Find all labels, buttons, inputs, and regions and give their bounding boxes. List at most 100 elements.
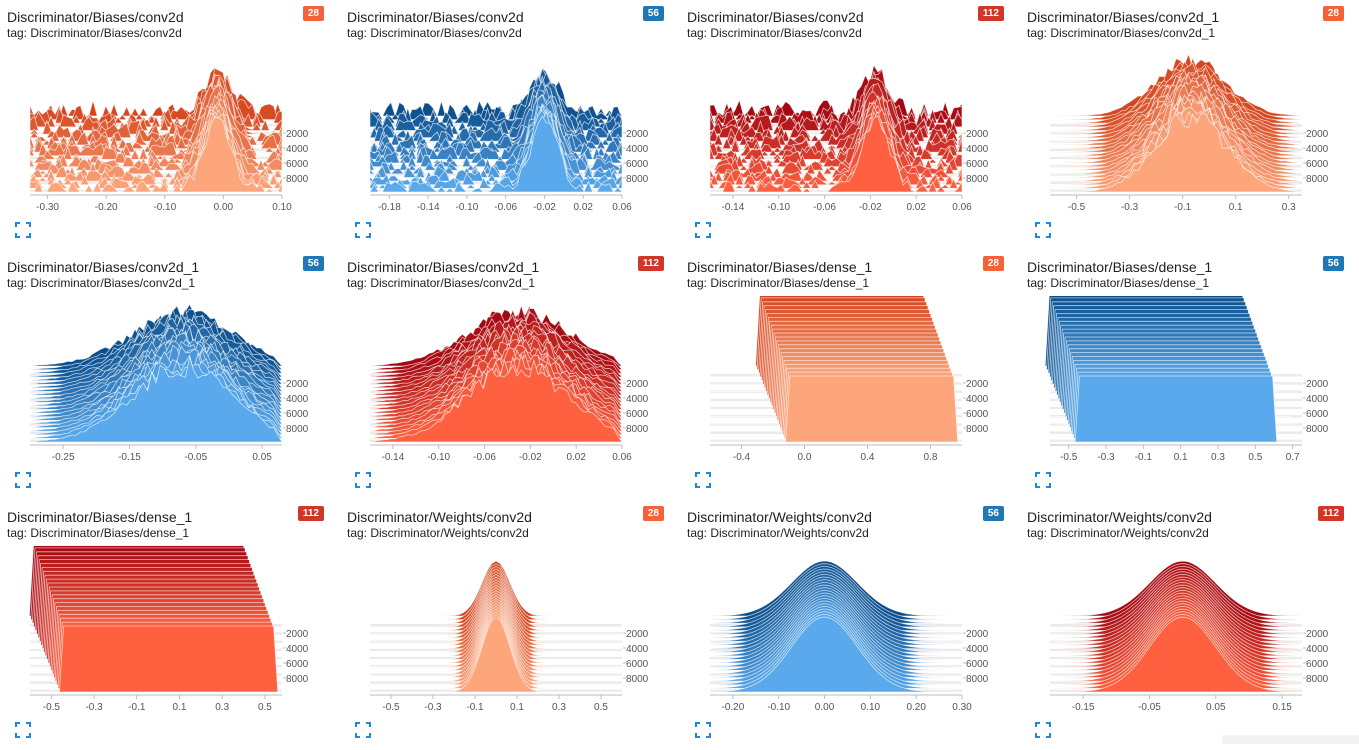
y-tick-label: 2000 [286,379,309,390]
x-tick-label: -0.02 [519,452,542,463]
card-tag: tag: Discriminator/Biases/conv2d_1 [347,276,536,290]
x-tick-label: 0.4 [861,452,875,463]
x-tick-label: 0.00 [815,702,835,713]
card-title: Discriminator/Biases/dense_1 [1027,259,1213,275]
histogram-card: Discriminator/Biases/conv2d_1 tag: Discri… [0,250,340,500]
y-tick-label: 2000 [626,629,649,640]
histogram-chart[interactable]: 2000 4000 6000 8000 -0.14 -0.10 -0.06 -0.02 0.02… [340,296,670,466]
y-tick-label: 6000 [1306,409,1329,420]
fullscreen-icon[interactable] [355,222,371,238]
y-tick-label: 6000 [1306,159,1329,170]
x-tick-label: 0.10 [272,202,292,213]
histogram-chart[interactable]: 2000 4000 6000 8000 -0.15 -0.05 0.05 0.15 [1020,546,1350,716]
x-tick-label: 0.7 [1286,452,1300,463]
x-tick-label: -0.1 [128,702,146,713]
x-tick-label: -0.3 [85,702,103,713]
fullscreen-icon[interactable] [15,222,31,238]
card-title: Discriminator/Biases/conv2d [347,9,524,25]
x-tick-label: -0.30 [36,202,59,213]
y-tick-label: 6000 [286,659,309,670]
run-badge: 28 [642,506,664,521]
x-tick-label: -0.3 [424,702,442,713]
histogram-chart[interactable]: 2000 4000 6000 8000 -0.25 -0.15 -0.05 0.05 [0,296,330,466]
x-tick-label: 0.06 [612,202,632,213]
fullscreen-icon[interactable] [15,472,31,488]
card-tag: tag: Discriminator/Biases/conv2d_1 [1027,26,1216,40]
fullscreen-icon[interactable] [695,472,711,488]
card-title: Discriminator/Biases/conv2d_1 [1027,9,1220,25]
histogram-chart[interactable]: 2000 4000 6000 8000 -0.30 -0.20 -0.10 0.00 0.10 [0,46,330,216]
fullscreen-icon[interactable] [695,722,711,738]
card-tag: tag: Discriminator/Biases/conv2d [687,26,862,40]
histogram-chart[interactable]: 2000 4000 6000 8000 -0.5 -0.3 -0.1 0.1 0.3 0.5 [0,546,330,716]
histogram-chart[interactable]: 2000 4000 6000 8000 -0.5 -0.3 -0.1 0.1 0.3 0.5 [340,546,670,716]
y-tick-label: 6000 [626,409,649,420]
histogram-chart[interactable]: 2000 4000 6000 8000 -0.5 -0.3 -0.1 0.1 0.3 [1020,46,1350,216]
histogram-chart[interactable]: 2000 4000 6000 8000 -0.14 -0.10 -0.06 -0.02 0.02… [680,46,1010,216]
bottom-edge-tab [1222,735,1359,744]
x-tick-label: 0.0 [798,452,812,463]
y-tick-label: 8000 [286,424,309,435]
x-tick-label: -0.15 [118,452,141,463]
card-tag: tag: Discriminator/Biases/dense_1 [7,526,190,540]
x-tick-label: 0.3 [552,702,566,713]
y-tick-label: 2000 [1306,129,1329,140]
card-title: Discriminator/Weights/conv2d [347,509,532,525]
y-tick-label: 4000 [286,644,309,655]
card-tag: tag: Discriminator/Biases/dense_1 [687,276,870,290]
x-tick-label: 0.05 [1206,702,1226,713]
x-tick-label: -0.3 [1121,202,1139,213]
y-tick-label: 2000 [286,629,309,640]
x-tick-label: -0.5 [1060,452,1078,463]
card-title: Discriminator/Biases/conv2d_1 [347,259,540,275]
x-tick-label: 0.1 [173,702,187,713]
run-badge: 112 [977,6,1004,21]
fullscreen-icon[interactable] [1035,222,1051,238]
y-tick-label: 4000 [286,394,309,405]
fullscreen-icon[interactable] [355,722,371,738]
histogram-card: Discriminator/Biases/conv2d tag: Discrimi… [680,0,1020,250]
card-title: Discriminator/Biases/conv2d [687,9,864,25]
y-tick-label: 6000 [966,159,989,170]
run-badge: 56 [1322,256,1344,271]
run-badge: 56 [642,6,664,21]
histogram-chart[interactable]: 2000 4000 6000 8000 -0.4 0.0 0.4 0.8 [680,296,1010,466]
y-tick-label: 6000 [1306,659,1329,670]
card-tag: tag: Discriminator/Biases/dense_1 [1027,276,1210,290]
x-tick-label: -0.06 [494,202,517,213]
y-tick-label: 2000 [1306,629,1329,640]
histogram-card: Discriminator/Biases/dense_1 tag: Discrim… [1020,250,1359,500]
x-tick-label: -0.06 [473,452,496,463]
x-tick-label: 0.02 [566,452,586,463]
fullscreen-icon[interactable] [1035,722,1051,738]
fullscreen-icon[interactable] [695,222,711,238]
histogram-chart[interactable]: 2000 4000 6000 8000 -0.20 -0.10 0.00 0.10 0.20 0.… [680,546,1010,716]
y-tick-label: 8000 [1306,174,1329,185]
y-tick-label: 2000 [626,379,649,390]
x-tick-label: -0.14 [722,202,745,213]
card-title: Discriminator/Biases/dense_1 [687,259,873,275]
histogram-chart[interactable]: 2000 4000 6000 8000 -0.18 -0.14 -0.10 -0.06 -0.0… [340,46,670,216]
x-tick-label: -0.5 [382,702,400,713]
fullscreen-icon[interactable] [1035,472,1051,488]
histogram-chart[interactable]: 2000 4000 6000 8000 -0.5 -0.3 -0.1 0.1 0.3 0.5 0.7 [1020,296,1350,466]
x-tick-label: -0.02 [859,202,882,213]
fullscreen-icon[interactable] [355,472,371,488]
x-tick-label: -0.1 [1135,452,1153,463]
y-tick-label: 2000 [966,129,989,140]
x-tick-label: -0.10 [767,202,790,213]
x-tick-label: 0.02 [573,202,593,213]
fullscreen-icon[interactable] [15,722,31,738]
run-badge: 28 [982,256,1004,271]
histogram-card: Discriminator/Biases/dense_1 tag: Discrim… [680,250,1020,500]
card-tag: tag: Discriminator/Weights/conv2d [347,526,529,540]
x-tick-label: -0.05 [184,452,207,463]
y-tick-label: 8000 [966,174,989,185]
x-tick-label: -0.14 [417,202,440,213]
y-tick-label: 6000 [966,659,989,670]
run-badge: 28 [302,6,324,21]
x-tick-label: -0.20 [95,202,118,213]
x-tick-label: -0.20 [722,702,745,713]
histogram-card: Discriminator/Biases/dense_1 tag: Discrim… [0,500,340,750]
x-tick-label: -0.1 [466,702,484,713]
